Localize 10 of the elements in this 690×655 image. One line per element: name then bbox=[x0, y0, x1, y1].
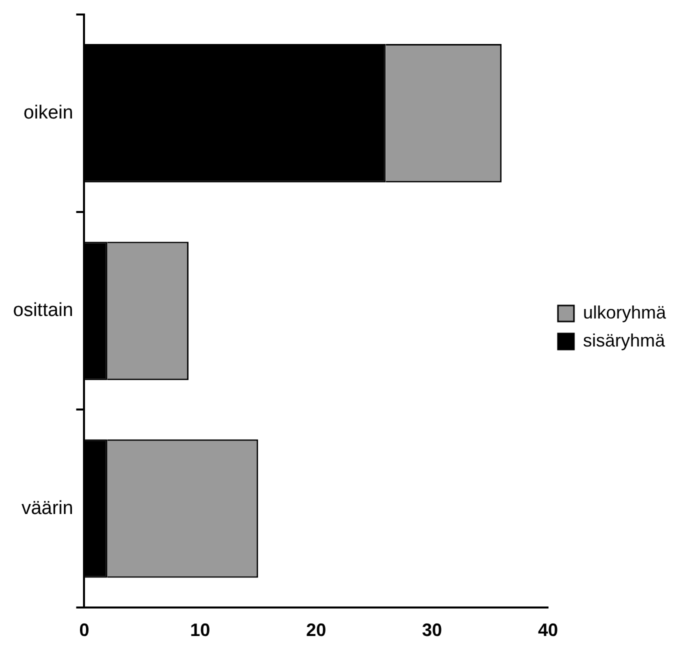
x-tick-label: 20 bbox=[306, 620, 326, 640]
x-tick-label: 0 bbox=[79, 620, 90, 640]
y-tick-label: oikein bbox=[24, 102, 74, 124]
legend-label: ulkoryhmä bbox=[582, 302, 667, 322]
legend-label: sisäryhmä bbox=[582, 330, 666, 350]
x-tick-label: 40 bbox=[538, 620, 558, 640]
y-tick-label: osittain bbox=[13, 300, 74, 322]
x-tick-label: 10 bbox=[190, 620, 210, 640]
x-tick-label: 30 bbox=[422, 620, 442, 640]
y-tick-label: väärin bbox=[21, 498, 74, 519]
